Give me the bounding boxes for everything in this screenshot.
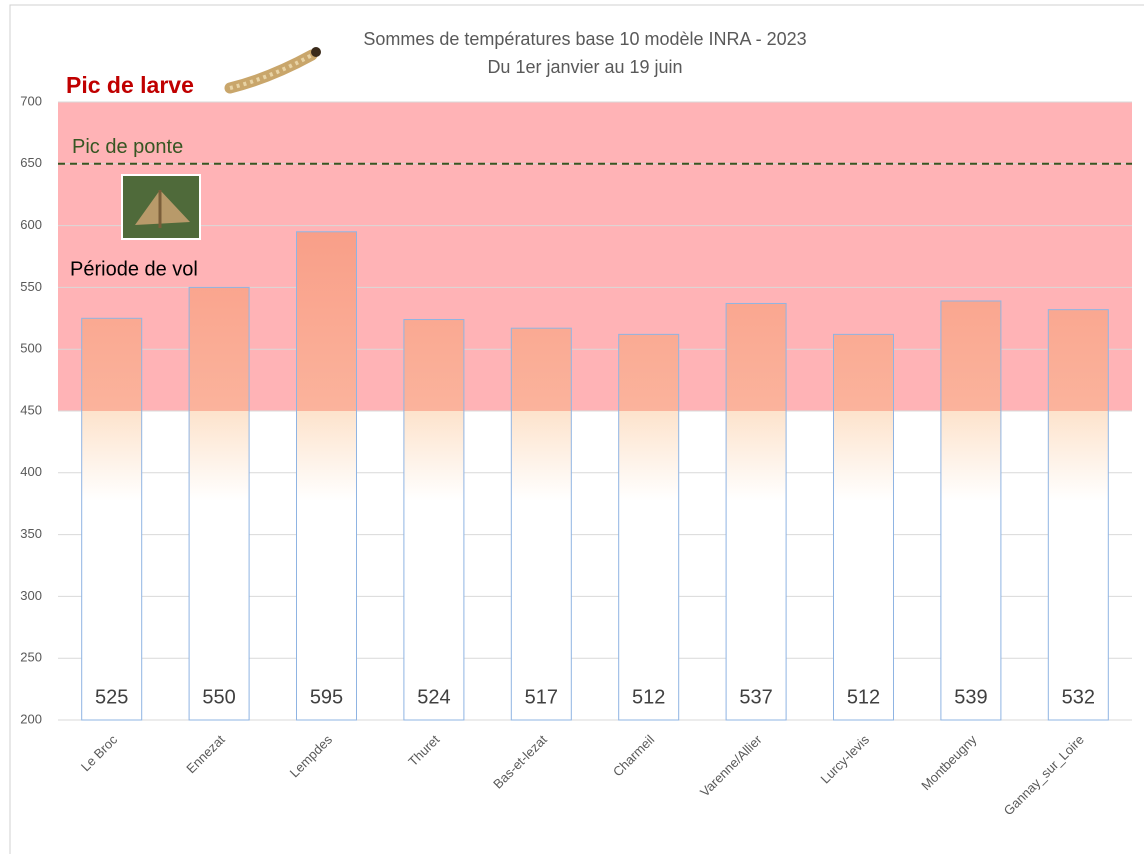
bar [403,319,465,721]
data-label: 550 [202,686,235,708]
bar [1047,309,1109,721]
chart-subtitle: Du 1er janvier au 19 juin [487,57,682,77]
y-tick-label: 200 [20,711,42,726]
y-tick-label: 350 [20,526,42,541]
data-label: 532 [1062,686,1095,708]
x-tick-label: Ennezat [183,732,228,777]
x-tick-label: Thuret [405,732,442,769]
bar [618,333,680,721]
x-tick-label: Gannay_sur_Loire [1001,732,1087,818]
bar [833,333,894,721]
y-tick-label: 300 [20,588,42,603]
annotation: Pic de larve [66,72,194,98]
chart-title: Sommes de températures base 10 modèle IN… [363,29,806,49]
moth-icon [121,174,201,240]
larva-icon [224,47,321,94]
bar [725,302,787,721]
bar [188,286,250,721]
data-label: 525 [95,686,128,708]
data-label: 517 [525,686,558,708]
data-label: 512 [632,686,665,708]
x-tick-label: Charmeil [610,732,657,779]
y-tick-label: 550 [20,279,42,294]
annotation: Période de vol [70,258,198,280]
bar [940,300,1002,721]
x-tick-label: Bas-et-lezat [490,732,550,792]
data-label: 595 [310,686,343,708]
y-tick-label: 400 [20,464,42,479]
data-label: 539 [954,686,987,708]
y-tick-label: 600 [20,217,42,232]
data-label: 537 [739,686,772,708]
frame [9,4,1144,854]
x-tick-label: Montbeugny [918,732,980,794]
y-tick-label: 450 [20,402,42,417]
x-tick-label: Lempdes [287,732,336,781]
x-tick-label: Lurcy-levis [818,732,873,787]
bar [81,317,143,721]
bar [510,327,572,721]
bar [296,231,357,721]
data-label: 524 [417,686,450,708]
y-tick-label: 500 [20,341,42,356]
x-tick-label: Le Broc [78,732,121,775]
y-tick-label: 250 [20,650,42,665]
x-tick-label: Varenne/Allier [697,731,765,799]
reference-label: Pic de ponte [72,136,183,158]
y-tick-label: 700 [20,93,42,108]
data-label: 512 [847,686,880,708]
y-tick-label: 650 [20,155,42,170]
